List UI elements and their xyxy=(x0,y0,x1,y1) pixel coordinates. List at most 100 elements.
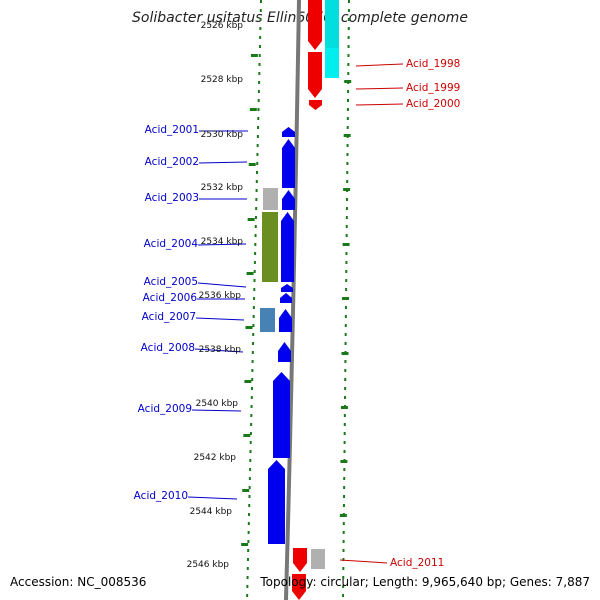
outer-right-tick xyxy=(343,495,346,498)
inner-left-tick xyxy=(255,180,258,183)
outer-right-tick xyxy=(344,342,347,345)
inner-left-tick xyxy=(253,297,256,300)
gene-label-acid-2005[interactable]: Acid_2005 xyxy=(144,276,198,288)
gene-label-acid-2000[interactable]: Acid_2000 xyxy=(406,98,460,110)
cyan-feature[interactable] xyxy=(325,0,339,48)
outer-right-tick xyxy=(347,90,350,93)
gene-arrow-acid-2007[interactable] xyxy=(279,309,292,332)
outer-right-tick xyxy=(346,108,349,111)
label-leader-line xyxy=(195,317,245,321)
gene-arrow-acid-2000[interactable] xyxy=(309,100,322,110)
gene-arrow-acid-2005[interactable] xyxy=(281,284,293,292)
inner-left-tick xyxy=(252,315,255,318)
inner-left-tick xyxy=(247,531,250,534)
inner-left-tick xyxy=(250,405,253,408)
gray-feature[interactable] xyxy=(263,188,278,210)
gene-arrow-acid-2004[interactable] xyxy=(281,212,294,282)
gene-label-acid-1999[interactable]: Acid_1999 xyxy=(406,82,460,94)
inner-left-tick xyxy=(258,72,261,75)
outer-right-tick xyxy=(342,504,345,507)
inner-left-tick xyxy=(259,18,262,21)
outer-right-tick xyxy=(347,63,350,66)
gene-label-acid-1998[interactable]: Acid_1998 xyxy=(406,58,460,70)
gene-arrow-acid-2008[interactable] xyxy=(278,342,291,362)
outer-right-tick xyxy=(347,45,350,48)
major-tick xyxy=(247,218,255,221)
gene-label-acid-2007[interactable]: Acid_2007 xyxy=(142,311,196,323)
gene-arrow-acid-2010[interactable] xyxy=(268,460,285,544)
outer-right-tick xyxy=(345,207,348,210)
inner-left-tick xyxy=(250,396,253,399)
outer-right-tick xyxy=(346,153,349,156)
gene-label-acid-2002[interactable]: Acid_2002 xyxy=(145,156,199,168)
outer-right-tick xyxy=(345,216,348,219)
ruler-label: 2534 kbp xyxy=(201,237,244,247)
outer-right-tick xyxy=(343,450,346,453)
gene-arrow-continuation[interactable] xyxy=(292,574,306,600)
gene-label-acid-2009[interactable]: Acid_2009 xyxy=(138,403,192,415)
steelblue-feature[interactable] xyxy=(260,308,275,332)
inner-left-tick xyxy=(249,432,252,435)
gene-label-acid-2004[interactable]: Acid_2004 xyxy=(144,238,199,250)
gene-label-acid-2003[interactable]: Acid_2003 xyxy=(145,192,199,204)
major-tick xyxy=(243,434,251,437)
inner-left-tick xyxy=(257,117,260,120)
outer-right-tick xyxy=(345,261,348,264)
inner-left-tick xyxy=(250,423,253,426)
gray-feature[interactable] xyxy=(311,549,325,569)
gene-arrow-acid-2009[interactable] xyxy=(273,372,290,458)
major-tick xyxy=(340,406,348,409)
outer-right-tick xyxy=(344,315,347,318)
gene-label-acid-2011[interactable]: Acid_2011 xyxy=(390,557,444,569)
outer-right-tick xyxy=(343,477,346,480)
gene-label-acid-2001[interactable]: Acid_2001 xyxy=(145,124,199,136)
outer-right-tick xyxy=(347,99,350,102)
gene-arrow-acid-2002[interactable] xyxy=(282,139,295,188)
inner-left-tick xyxy=(251,351,254,354)
label-leaders xyxy=(187,63,404,564)
gene-label-acid-2010[interactable]: Acid_2010 xyxy=(134,490,188,502)
gene-arrow-acid-2006[interactable] xyxy=(280,293,292,303)
major-tick xyxy=(242,489,250,492)
inner-left-tick xyxy=(257,108,260,111)
inner-left-tick xyxy=(259,36,262,39)
ruler-label: 2544 kbp xyxy=(190,507,233,517)
major-tick xyxy=(250,54,258,57)
inner-left-tick xyxy=(253,261,256,264)
outer-right-tick xyxy=(345,252,348,255)
ruler-label: 2532 kbp xyxy=(201,183,244,193)
inner-left-tick xyxy=(255,207,258,210)
gene-arrow-acid-2003[interactable] xyxy=(282,190,295,210)
outer-right-tick xyxy=(343,486,346,489)
inner-left-tick xyxy=(252,306,255,309)
label-leader-line xyxy=(194,348,244,353)
gene-label-acid-2008[interactable]: Acid_2008 xyxy=(141,342,195,354)
inner-left-tick xyxy=(252,324,255,327)
ruler-label: 2538 kbp xyxy=(199,345,242,355)
outer-right-tick xyxy=(347,54,350,57)
major-tick xyxy=(246,272,254,275)
label-leader-line xyxy=(355,103,404,106)
gene-arrow-acid-1998[interactable] xyxy=(308,0,322,50)
label-leader-line xyxy=(355,87,404,90)
inner-left-tick xyxy=(246,558,249,561)
gene-arrow-acid-2011[interactable] xyxy=(293,548,307,572)
label-leader-line xyxy=(191,409,242,412)
outer-right-tick xyxy=(346,117,349,120)
cyan-feature[interactable] xyxy=(325,48,339,78)
gene-arrow-acid-1999[interactable] xyxy=(308,52,322,98)
outer-right-tick xyxy=(342,576,345,579)
inner-left-tick xyxy=(257,90,260,93)
inner-left-tick xyxy=(254,252,257,255)
gene-arrow-acid-2001[interactable] xyxy=(282,127,295,137)
gene-label-acid-2006[interactable]: Acid_2006 xyxy=(143,292,198,304)
inner-left-tick xyxy=(249,459,252,462)
outer-right-tick xyxy=(342,594,345,597)
inner-left-tick xyxy=(248,486,251,489)
inner-left-tick xyxy=(256,144,259,147)
major-tick xyxy=(245,326,253,329)
olive-feature[interactable] xyxy=(262,212,278,282)
inner-left-tick xyxy=(258,63,261,66)
inner-left-tick xyxy=(249,441,252,444)
inner-left-tick xyxy=(253,270,256,273)
